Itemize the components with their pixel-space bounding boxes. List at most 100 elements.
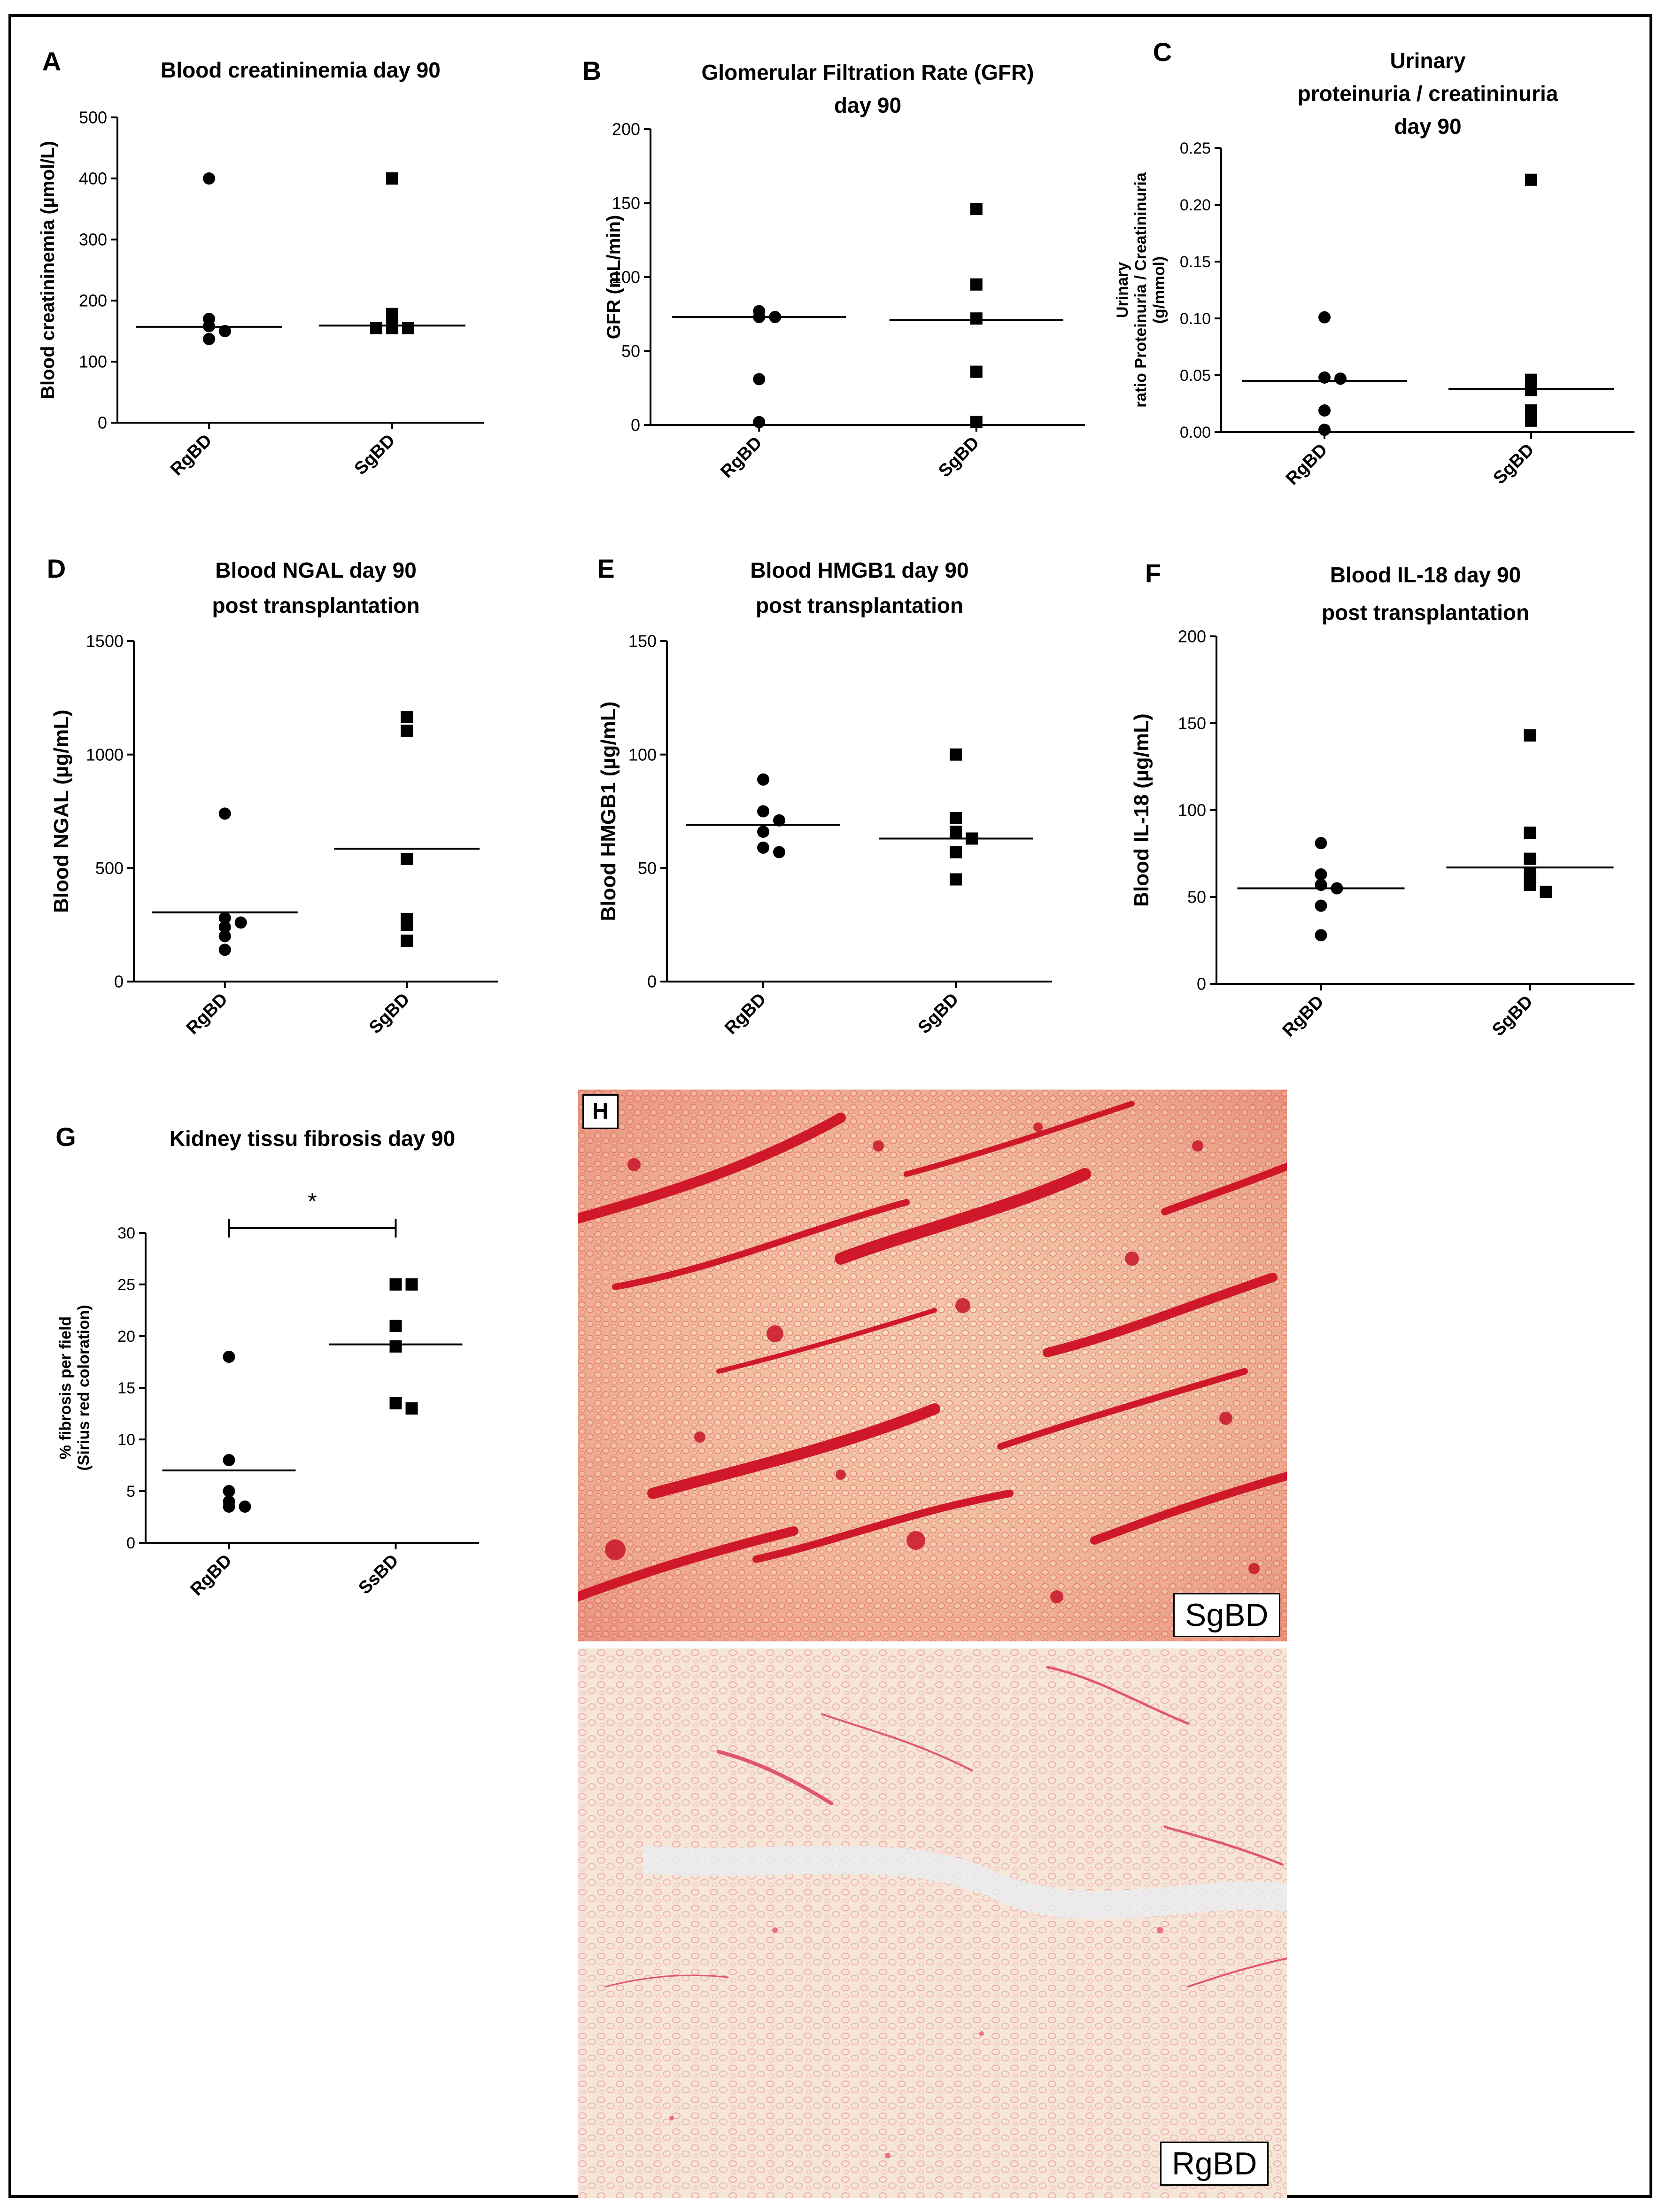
data-point xyxy=(950,748,962,761)
data-point xyxy=(401,853,413,865)
image-label-rgbd: RgBD xyxy=(1160,2142,1269,2186)
y-tick-label: 100 xyxy=(628,745,657,764)
data-point xyxy=(1525,404,1537,417)
y-tick-label: 0.00 xyxy=(1180,424,1211,441)
data-point xyxy=(234,916,247,929)
y-tick-label: 150 xyxy=(612,193,640,213)
data-point xyxy=(405,1278,418,1291)
chart-title: Blood HMGB1 day 90 xyxy=(750,558,968,582)
y-tick-label: 50 xyxy=(638,859,657,878)
data-point xyxy=(223,1351,235,1363)
y-tick-label: 50 xyxy=(621,341,640,361)
y-tick-label: 0.25 xyxy=(1180,139,1211,157)
x-tick-label: SgBD xyxy=(1488,992,1537,1040)
chart-title: post transplantation xyxy=(1322,600,1529,625)
data-point xyxy=(389,1278,402,1291)
significance-star: * xyxy=(308,1188,317,1214)
data-point xyxy=(389,1397,402,1409)
data-point xyxy=(950,873,962,886)
y-tick-label: 150 xyxy=(1178,714,1206,733)
y-axis-label: Urinary xyxy=(1114,262,1131,318)
data-point xyxy=(401,919,413,931)
data-point xyxy=(218,944,231,956)
x-tick-label: SsBD xyxy=(355,1551,402,1598)
chart-panel-d: D Blood NGAL day 90 post transplantation 0 5… xyxy=(47,554,498,1038)
data-point xyxy=(402,322,414,334)
y-tick-label: 0 xyxy=(126,1534,135,1552)
y-tick-label: 200 xyxy=(1178,627,1206,646)
data-point xyxy=(386,322,398,334)
y-tick-label: 0.05 xyxy=(1180,367,1211,385)
data-point xyxy=(203,172,215,185)
data-point xyxy=(401,724,413,737)
y-tick-label: 1000 xyxy=(86,745,124,764)
y-axis-label: GFR (mL/min) xyxy=(604,215,624,339)
chart-panel-e: E Blood HMGB1 day 90 post transplantation 0… xyxy=(597,554,1052,1038)
y-tick-label: 500 xyxy=(79,108,107,127)
data-point xyxy=(1315,899,1327,912)
data-point xyxy=(970,203,983,216)
panel-letter: C xyxy=(1153,37,1172,67)
y-tick-label: 5 xyxy=(126,1483,135,1500)
data-point xyxy=(1540,885,1552,898)
data-point xyxy=(1315,929,1327,942)
chart-panel-f: F Blood IL-18 day 90 post transplantation 0… xyxy=(1130,558,1634,1041)
y-tick-label: 150 xyxy=(628,632,657,651)
y-tick-label: 0.20 xyxy=(1180,196,1211,214)
chart-title: day 90 xyxy=(1394,114,1461,139)
histology-image-sgbd xyxy=(578,1090,1287,1641)
data-point xyxy=(386,172,398,185)
chart-title: Blood creatininemia day 90 xyxy=(161,58,441,82)
data-point xyxy=(1525,414,1537,427)
data-point xyxy=(1318,424,1331,436)
chart-panel-b: B Glomerular Filtration Rate (GFR) day 90 0… xyxy=(582,56,1085,482)
chart-title: post transplantation xyxy=(756,593,963,618)
data-point xyxy=(1315,868,1327,881)
data-point xyxy=(753,373,766,386)
y-tick-label: 0 xyxy=(647,972,657,991)
image-label-sgbd: SgBD xyxy=(1173,1593,1280,1637)
histology-image-rgbd xyxy=(578,1648,1287,2198)
panel-letter: F xyxy=(1145,558,1161,588)
y-axis-label: Blood creatininemia (µmol/L) xyxy=(38,141,58,399)
y-tick-label: 500 xyxy=(95,859,124,878)
x-tick-label: RgBD xyxy=(721,990,770,1038)
data-point xyxy=(218,921,231,933)
data-point xyxy=(389,1320,402,1332)
panel-letter: A xyxy=(42,46,61,76)
y-tick-label: 30 xyxy=(117,1224,135,1242)
data-point xyxy=(401,935,413,947)
x-tick-label: RgBD xyxy=(717,433,766,482)
x-tick-label: SgBD xyxy=(1490,440,1538,488)
y-tick-label: 100 xyxy=(79,352,107,371)
data-point xyxy=(970,416,983,428)
data-point xyxy=(970,312,983,325)
data-point xyxy=(1524,827,1536,839)
chart-panel-g: G Kidney tissu fibrosis day 90 0 5 10 15 20 25 3… xyxy=(55,1122,479,1600)
y-axis-label: ratio Proteinuria / Creatininuria xyxy=(1132,172,1150,408)
y-tick-label: 300 xyxy=(79,230,107,249)
y-axis-label: (g/mmol) xyxy=(1150,256,1168,324)
panel-letter: D xyxy=(47,554,66,583)
data-point xyxy=(1334,372,1347,385)
y-tick-label: 0 xyxy=(114,972,124,991)
y-tick-label: 0 xyxy=(1197,975,1206,994)
y-tick-label: 10 xyxy=(117,1431,135,1449)
y-tick-label: 20 xyxy=(117,1328,135,1346)
data-point xyxy=(389,1340,402,1353)
chart-title: Kidney tissu fibrosis day 90 xyxy=(170,1126,455,1151)
chart-title: Blood NGAL day 90 xyxy=(215,558,417,582)
panel-letter: B xyxy=(582,56,601,85)
data-point xyxy=(1524,879,1536,891)
y-tick-label: 400 xyxy=(79,169,107,188)
y-tick-label: 0 xyxy=(631,416,640,435)
y-axis-label: Blood IL-18 (µg/mL) xyxy=(1130,713,1153,907)
y-tick-label: 200 xyxy=(612,120,640,139)
panel-letter: G xyxy=(55,1122,76,1152)
data-point xyxy=(1525,373,1537,386)
y-tick-label: 100 xyxy=(612,268,640,287)
x-tick-label: SgBD xyxy=(365,990,414,1038)
y-tick-label: 25 xyxy=(117,1276,135,1294)
